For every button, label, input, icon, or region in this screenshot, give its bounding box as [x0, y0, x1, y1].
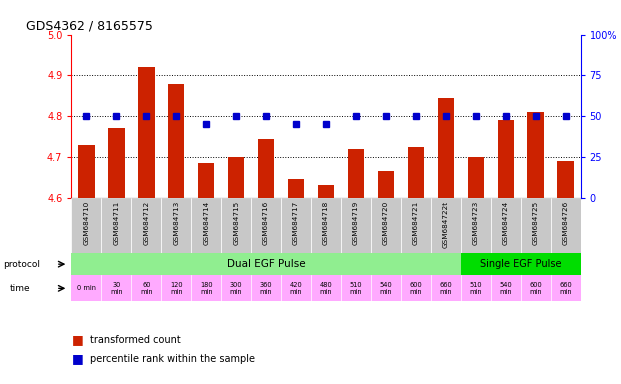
FancyBboxPatch shape [251, 198, 281, 253]
Text: ■: ■ [71, 353, 83, 366]
Text: 510
min: 510 min [350, 282, 362, 295]
Text: 300
min: 300 min [230, 282, 242, 295]
Text: GSM684711: GSM684711 [114, 200, 119, 245]
Text: GSM684713: GSM684713 [173, 200, 179, 245]
FancyBboxPatch shape [431, 198, 461, 253]
Text: 180
min: 180 min [200, 282, 212, 295]
FancyBboxPatch shape [71, 275, 581, 301]
Bar [258, 139, 274, 198]
FancyBboxPatch shape [221, 198, 251, 253]
FancyBboxPatch shape [71, 198, 101, 253]
Text: 510
min: 510 min [469, 282, 482, 295]
FancyBboxPatch shape [131, 198, 161, 253]
Text: GDS4362 / 8165575: GDS4362 / 8165575 [25, 19, 153, 32]
Text: time: time [9, 284, 30, 293]
Text: 540
min: 540 min [379, 282, 392, 295]
Bar [198, 163, 214, 198]
Text: 30
min: 30 min [110, 282, 123, 295]
Text: Dual EGF Pulse: Dual EGF Pulse [227, 259, 306, 269]
Text: GSM684720: GSM684720 [383, 200, 389, 245]
Text: GSM684726: GSM684726 [563, 200, 569, 245]
FancyBboxPatch shape [461, 198, 491, 253]
Text: transformed count: transformed count [90, 335, 181, 345]
Text: GSM684725: GSM684725 [533, 200, 538, 245]
Text: GSM684710: GSM684710 [83, 200, 89, 245]
Text: 600
min: 600 min [409, 282, 422, 295]
Bar [318, 185, 334, 198]
Text: GSM684718: GSM684718 [323, 200, 329, 245]
Text: Single EGF Pulse: Single EGF Pulse [480, 259, 561, 269]
FancyBboxPatch shape [101, 198, 131, 253]
Bar [378, 171, 394, 198]
Text: GSM684715: GSM684715 [233, 200, 239, 245]
FancyBboxPatch shape [401, 198, 431, 253]
FancyBboxPatch shape [71, 253, 461, 275]
Text: 0 min: 0 min [77, 285, 96, 291]
Text: 480
min: 480 min [320, 282, 332, 295]
Bar [468, 157, 484, 198]
Bar [407, 147, 424, 198]
FancyBboxPatch shape [341, 198, 371, 253]
Bar [228, 157, 245, 198]
Text: GSM684723: GSM684723 [473, 200, 479, 245]
Text: GSM684724: GSM684724 [503, 200, 509, 245]
Text: 60
min: 60 min [140, 282, 153, 295]
FancyBboxPatch shape [491, 198, 521, 253]
Text: 660
min: 660 min [560, 282, 572, 295]
Text: 420
min: 420 min [289, 282, 302, 295]
Text: GSM684717: GSM684717 [293, 200, 299, 245]
FancyBboxPatch shape [161, 198, 191, 253]
Bar [168, 83, 184, 198]
Bar [78, 145, 94, 198]
Bar [288, 179, 304, 198]
Text: 360
min: 360 min [260, 282, 273, 295]
Text: GSM684719: GSM684719 [353, 200, 359, 245]
Bar [527, 112, 544, 198]
Bar [348, 149, 365, 198]
Text: GSM684714: GSM684714 [203, 200, 209, 245]
Text: 600
min: 600 min [529, 282, 542, 295]
FancyBboxPatch shape [311, 198, 341, 253]
Text: GSM684716: GSM684716 [263, 200, 269, 245]
Bar [497, 120, 514, 198]
FancyBboxPatch shape [461, 253, 581, 275]
Text: GSM684721: GSM684721 [413, 200, 419, 245]
FancyBboxPatch shape [521, 198, 551, 253]
FancyBboxPatch shape [191, 198, 221, 253]
Text: 540
min: 540 min [499, 282, 512, 295]
Text: ■: ■ [71, 333, 83, 346]
Text: 660
min: 660 min [440, 282, 452, 295]
Bar [138, 67, 155, 198]
FancyBboxPatch shape [281, 198, 311, 253]
FancyBboxPatch shape [551, 198, 581, 253]
Bar [438, 98, 454, 198]
Text: GSM684722t: GSM684722t [443, 200, 449, 248]
Text: GSM684712: GSM684712 [143, 200, 149, 245]
Bar [108, 128, 125, 198]
FancyBboxPatch shape [371, 198, 401, 253]
Text: 120
min: 120 min [170, 282, 183, 295]
Text: percentile rank within the sample: percentile rank within the sample [90, 354, 255, 364]
Bar [558, 161, 574, 198]
Text: protocol: protocol [3, 260, 40, 269]
